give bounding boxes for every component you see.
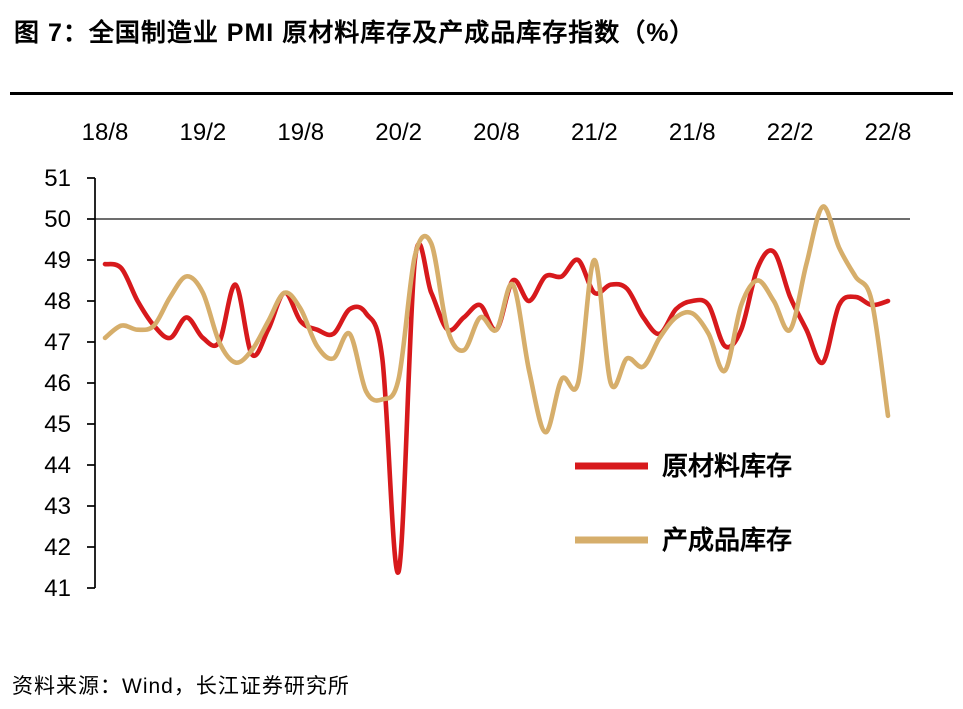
y-tick-label: 47 (44, 329, 71, 356)
pmi-inventory-chart: 51 50 49 48 47 46 45 44 43 42 41 18/8 19/2 19/8 20/2 20… (44, 119, 912, 602)
figure-title: 图 7：全国制造业 PMI 原材料库存及产成品库存指数（%） (14, 19, 696, 47)
y-tick-label: 45 (44, 411, 71, 438)
x-tick-label: 19/2 (180, 119, 227, 146)
finished-goods-inventory-line (102, 204, 891, 435)
y-tick-label: 43 (44, 493, 71, 520)
y-tick-label: 41 (44, 575, 71, 602)
x-tick-label: 20/8 (473, 119, 520, 146)
x-tick-label: 21/2 (571, 119, 618, 146)
y-tick-label: 51 (44, 165, 71, 192)
y-tick-label: 46 (44, 370, 71, 397)
x-tick-label: 22/8 (865, 119, 912, 146)
raw-materials-inventory-line (102, 241, 891, 575)
x-tick-label: 22/2 (767, 119, 814, 146)
y-tick-label: 50 (44, 206, 71, 233)
finished-goods-inventory-legend-label: 产成品库存 (662, 525, 792, 555)
x-tick-label: 18/8 (82, 119, 129, 146)
x-tick-label: 19/8 (277, 119, 324, 146)
raw-materials-inventory-legend-label: 原材料库存 (662, 451, 792, 481)
x-tick-label: 20/2 (375, 119, 422, 146)
x-tick-label: 21/8 (669, 119, 716, 146)
y-tick-label: 48 (44, 288, 71, 315)
y-tick-label: 49 (44, 247, 71, 274)
title-divider (10, 92, 953, 95)
source-note: 资料来源：Wind，长江证券研究所 (12, 675, 350, 698)
y-tick-label: 42 (44, 534, 71, 561)
y-tick-label: 44 (44, 452, 71, 479)
